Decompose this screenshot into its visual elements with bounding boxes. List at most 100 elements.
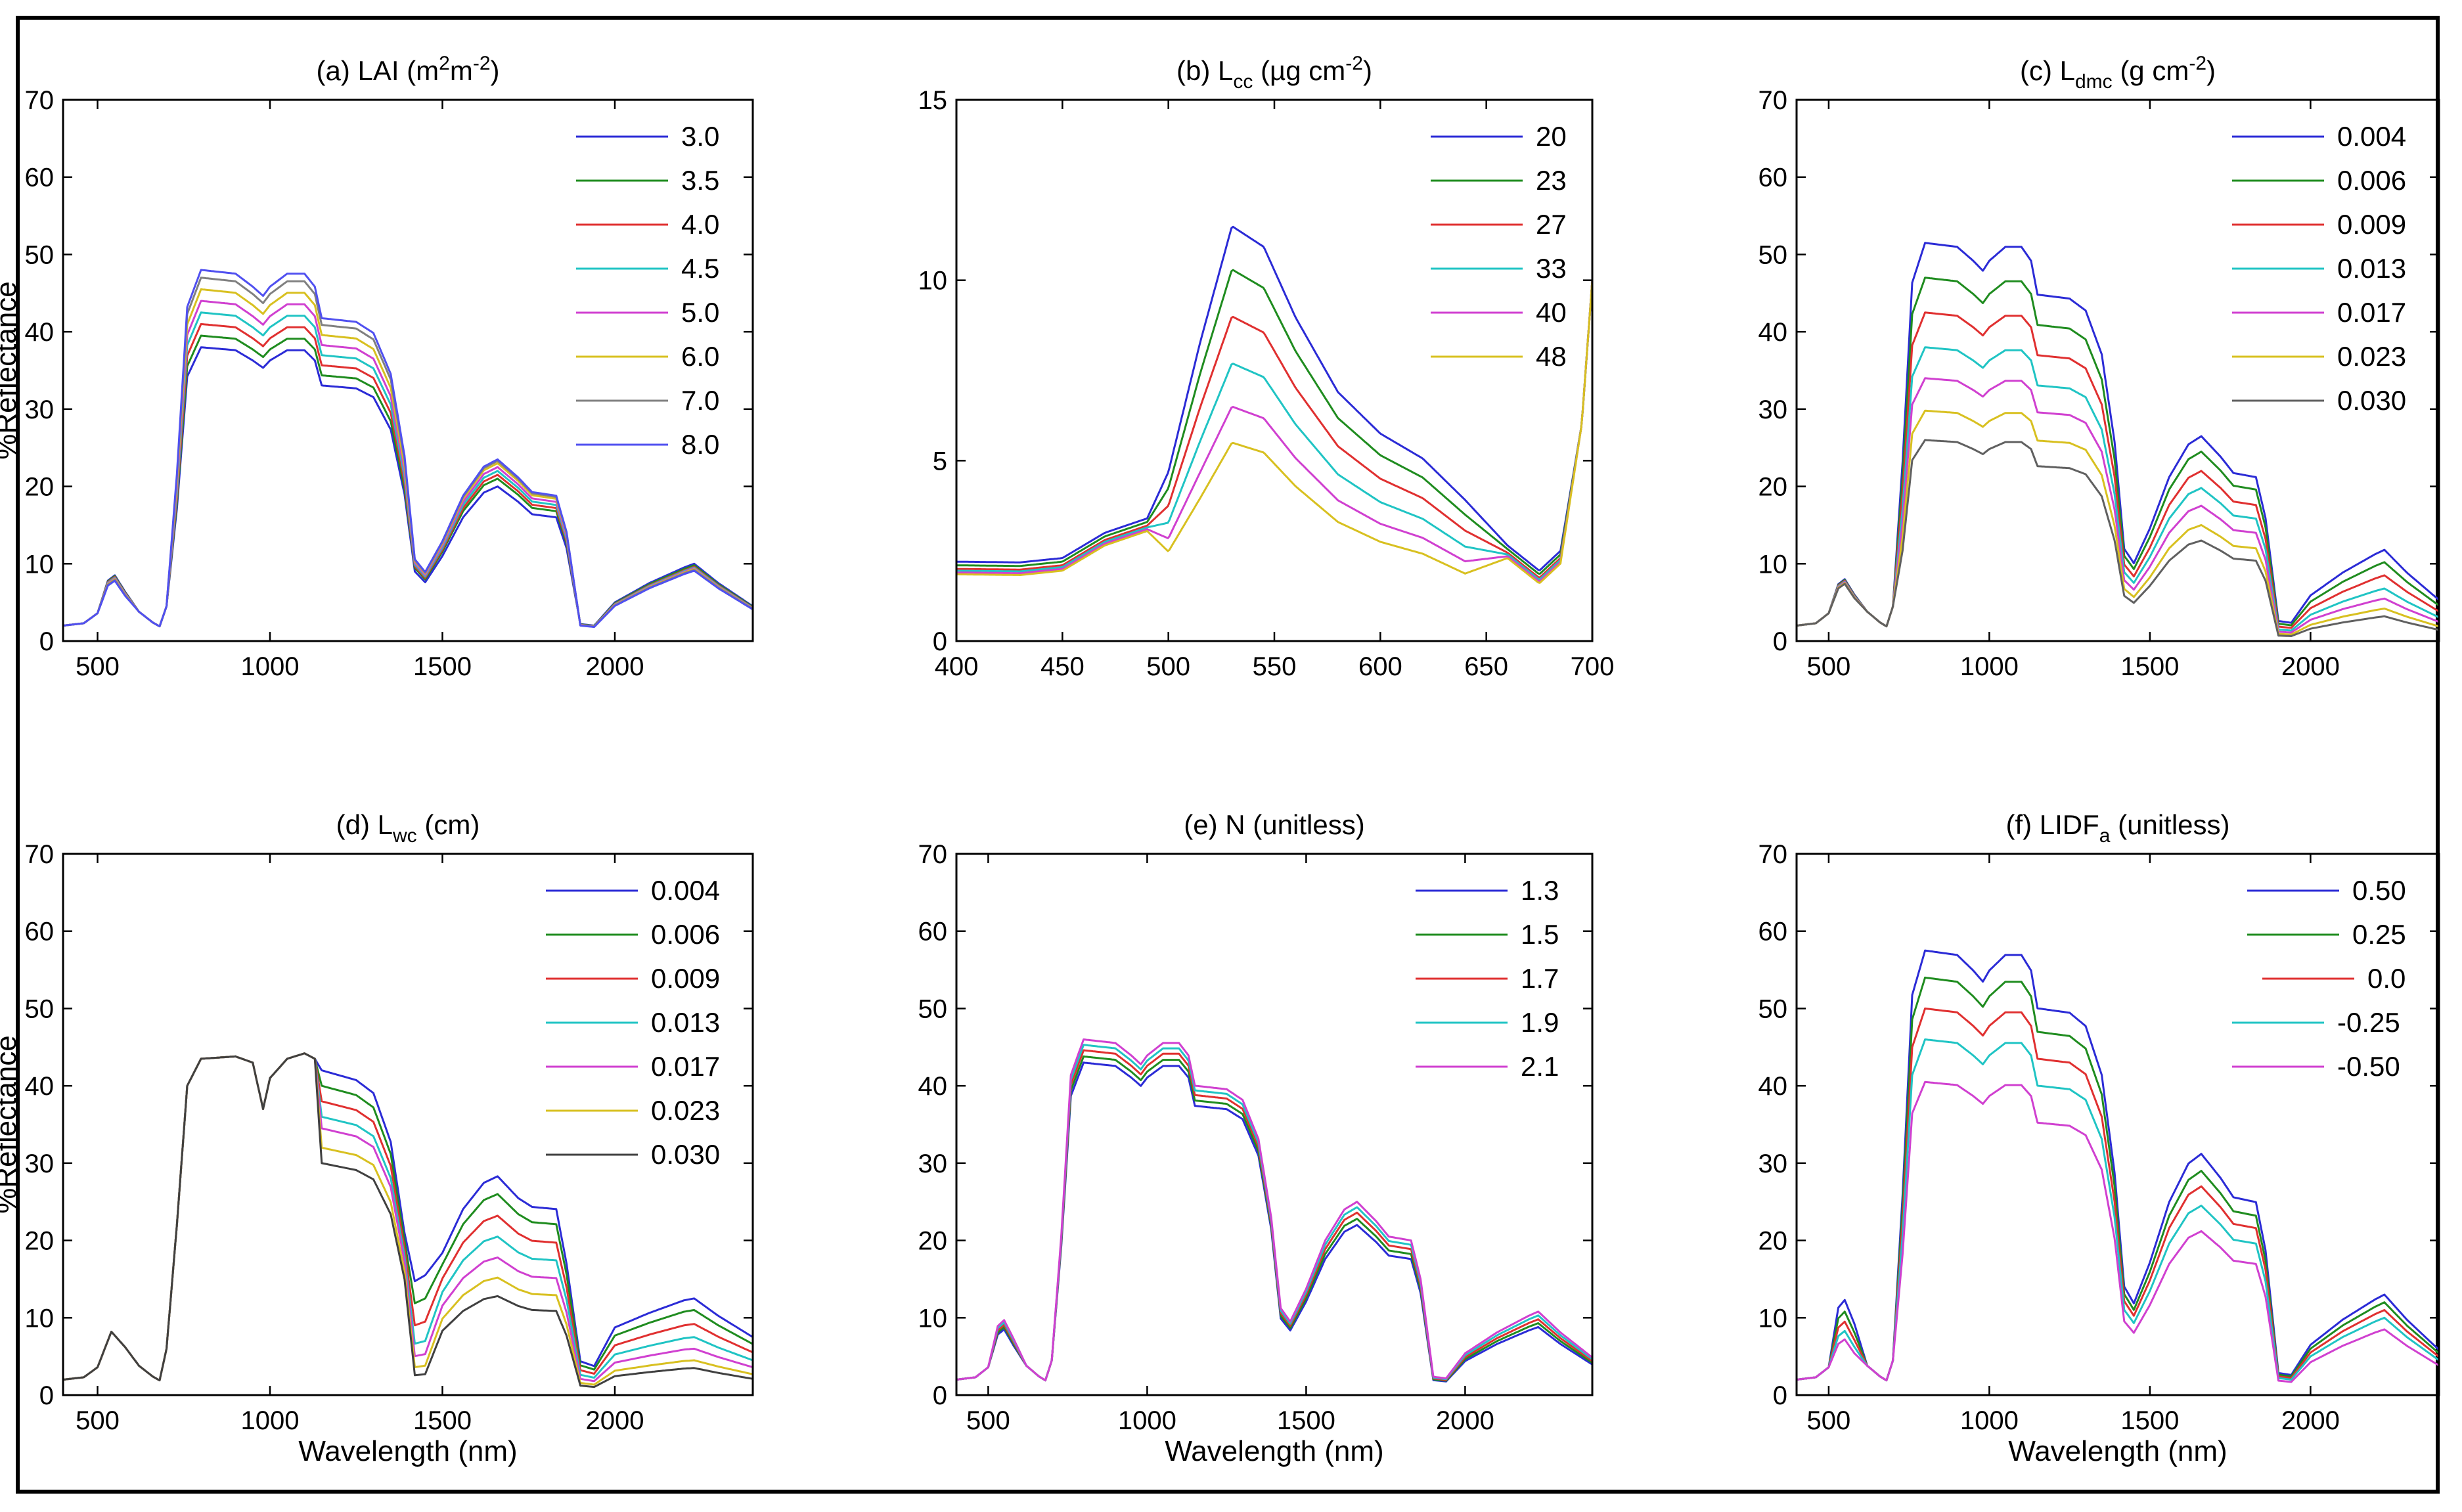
figure-frame — [16, 16, 2440, 1494]
plot-box — [1795, 99, 2440, 642]
x-axis-label: Wavelength (nm) — [298, 1435, 517, 1467]
x-tick-label: 700 — [1571, 652, 1615, 681]
chart-title: (b) Lcc (µg cm-2) — [1176, 53, 1372, 93]
legend-label-5: 0.023 — [2337, 341, 2406, 372]
series-line-f-3 — [1797, 1038, 2439, 1382]
legend-label-6: 7.0 — [681, 385, 719, 416]
series-line-d-2 — [63, 1052, 753, 1382]
x-tick-label: 1500 — [413, 652, 472, 681]
y-tick-label: 10 — [25, 1304, 55, 1333]
legend-label-3: 33 — [1536, 253, 1567, 284]
series-line-b-2 — [956, 280, 1592, 579]
y-tick-label: 50 — [918, 994, 948, 1023]
legend: 0.004 0.006 0.009 0.013 0.017 0.023 0.030 — [2232, 121, 2406, 416]
legend-label-3: 1.9 — [1521, 1007, 1559, 1038]
legend-label-1: 0.006 — [651, 919, 720, 950]
legend-label-0: 0.50 — [2352, 875, 2406, 906]
chart-title: (f) LIDFa (unitless) — [2005, 809, 2229, 847]
legend-label-2: 1.7 — [1521, 963, 1559, 994]
series-line-c-4 — [1797, 377, 2439, 634]
legend-label-7: 8.0 — [681, 429, 719, 460]
series-line-e-3 — [956, 1044, 1592, 1382]
x-tick-label: 550 — [1253, 652, 1297, 681]
series-line-b-0 — [956, 225, 1592, 571]
chart-panel-f: 0 10 20 30 40 50 60 70 500 1000 1500 2000 (f) LIDFa … — [1758, 809, 2440, 1467]
plot-box — [955, 853, 1594, 1396]
legend-label-3: -0.25 — [2337, 1007, 2400, 1038]
legend-label-6: 0.030 — [2337, 385, 2406, 416]
series-lines — [1797, 242, 2439, 637]
y-tick-label: 20 — [1758, 473, 1788, 502]
series-line-b-5 — [956, 280, 1592, 584]
series-line-e-4 — [956, 1038, 1592, 1382]
y-tick-label: 20 — [1758, 1227, 1788, 1256]
y-tick-label: 10 — [25, 550, 55, 579]
x-tick-label: 1500 — [1277, 1406, 1335, 1435]
chart-panel-a: 0 10 20 30 40 50 60 70 500 1000 1500 2000 (a) LAI (m… — [0, 53, 754, 681]
chart-panel-b: 0 5 10 15 400 450 500 550 600 650 700 (b) Lcc (µg c… — [918, 53, 1615, 681]
y-tick-label: 10 — [918, 267, 948, 296]
y-tick-label: 60 — [25, 918, 55, 946]
chart-panel-c: 0 10 20 30 40 50 60 70 500 1000 1500 2000 (c) Ldmc (… — [1758, 53, 2440, 681]
y-tick-label: 10 — [918, 1304, 948, 1333]
y-tick-label: 40 — [918, 1072, 948, 1101]
legend-label-0: 0.004 — [2337, 121, 2406, 152]
x-tick-label: 1000 — [241, 1406, 300, 1435]
y-tick-label: 0 — [933, 627, 947, 656]
x-tick-label: 2000 — [2281, 1406, 2340, 1435]
series-line-c-3 — [1797, 346, 2439, 632]
legend: 0.004 0.006 0.009 0.013 0.017 0.023 0.030 — [546, 875, 720, 1170]
legend-label-3: 0.013 — [2337, 253, 2406, 284]
x-tick-label: 2000 — [1436, 1406, 1494, 1435]
series-line-a-7 — [63, 269, 753, 629]
x-tick-label: 1500 — [2120, 1406, 2179, 1435]
y-tick-label: 70 — [25, 86, 55, 115]
series-line-a-5 — [63, 288, 753, 628]
legend-label-6: 0.030 — [651, 1139, 720, 1170]
series-line-a-2 — [63, 322, 753, 628]
x-tick-label: 1000 — [1960, 652, 2019, 681]
legend-label-3: 4.5 — [681, 253, 719, 284]
y-tick-label: 10 — [1758, 550, 1788, 579]
series-lines — [956, 1038, 1592, 1383]
legend-label-5: 48 — [1536, 341, 1567, 372]
series-line-b-4 — [956, 280, 1592, 583]
plot-box — [62, 853, 754, 1396]
y-tick-label: 60 — [25, 164, 55, 192]
chart-title: (a) LAI (m2m-2) — [316, 53, 499, 86]
legend: 1.3 1.5 1.7 1.9 2.1 — [1416, 875, 1559, 1082]
plot-box — [1795, 853, 2440, 1396]
chart-panel-d: 0 10 20 30 40 50 60 70 500 1000 1500 2000 (d) Lwc (c… — [0, 809, 754, 1467]
series-line-d-1 — [63, 1052, 753, 1382]
series-line-a-4 — [63, 300, 753, 628]
legend-label-4: 5.0 — [681, 297, 719, 328]
y-tick-label: 30 — [1758, 395, 1788, 424]
y-tick-label: 70 — [1758, 840, 1788, 869]
x-tick-label: 400 — [935, 652, 979, 681]
series-line-f-4 — [1797, 1080, 2439, 1383]
series-line-d-4 — [63, 1052, 753, 1383]
legend-label-5: 0.023 — [651, 1095, 720, 1126]
series-line-c-5 — [1797, 409, 2439, 636]
series-line-e-0 — [956, 1061, 1592, 1383]
y-tick-label: 5 — [933, 447, 947, 476]
legend-label-1: 23 — [1536, 165, 1567, 196]
x-axis-label: Wavelength (nm) — [2008, 1435, 2227, 1467]
series-line-c-0 — [1797, 242, 2439, 628]
x-tick-label: 2000 — [586, 652, 644, 681]
y-axis-label: %Reflectance — [0, 1035, 22, 1213]
y-axis-label: %Reflectance — [0, 281, 22, 459]
y-tick-label: 30 — [1758, 1149, 1788, 1178]
legend-label-4: 0.017 — [2337, 297, 2406, 328]
y-tick-label: 0 — [1773, 627, 1787, 656]
y-tick-label: 50 — [25, 994, 55, 1023]
legend-label-0: 0.004 — [651, 875, 720, 906]
x-tick-label: 2000 — [586, 1406, 644, 1435]
legend-label-1: 3.5 — [681, 165, 719, 196]
series-line-d-3 — [63, 1052, 753, 1382]
y-tick-label: 40 — [25, 318, 55, 347]
y-tick-label: 50 — [1758, 994, 1788, 1023]
legend-label-2: 0.009 — [651, 963, 720, 994]
y-tick-label: 0 — [39, 1381, 54, 1410]
